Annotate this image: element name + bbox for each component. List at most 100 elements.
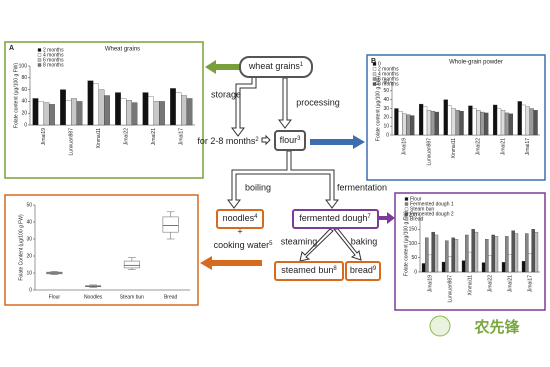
y-tick-label: 10 [383,123,389,129]
node-box [216,209,264,229]
label: for 2-8 months [197,136,256,146]
y-tick-label: 100 [409,241,418,247]
arrow-to-d [378,212,395,224]
node-box [345,261,381,281]
bar [468,251,472,273]
bar [505,236,509,273]
y-tick-label: 20 [21,111,27,117]
x-tick-label: Steam bun [120,294,144,300]
node-label: for 2-8 months2 [197,136,259,146]
y-tick-label: 60 [21,87,27,93]
bar [443,99,448,136]
legend-swatch [404,207,409,211]
ref: 9 [373,266,377,272]
ref: 8 [333,266,337,272]
y-tick-label: 40 [21,99,27,105]
bar [448,256,452,273]
legend-label: 4 months [43,52,64,58]
legend-swatch [372,72,377,76]
bar [434,234,439,273]
node-label: flour3 [280,135,302,145]
bar [472,108,477,136]
bar [514,233,519,273]
bar [120,98,127,126]
node-box [274,261,344,281]
y-tick-label: 50 [383,88,389,94]
bar [428,254,432,273]
bar [445,240,449,273]
bar [148,96,154,126]
bar [430,111,436,136]
bar [426,110,432,136]
arrow-months-flour [261,134,271,146]
panel-title: Whole-grain powder [449,60,503,66]
panel-title: Wheat grains [105,47,140,53]
y-tick-label: 20 [26,253,32,259]
bar [418,103,424,136]
bar [181,95,187,126]
bar [531,229,535,273]
ref: 5 [269,241,273,247]
legend-swatch [372,82,377,86]
x-tick-label: Jimai17 [179,128,185,145]
edge-label: baking [351,236,378,246]
bar [459,111,464,136]
legend-label: 2 months [378,66,399,72]
bar [451,237,455,273]
bar [476,110,481,136]
bar [38,101,44,126]
bar [528,253,532,273]
y-tick-label: 30 [26,236,32,242]
y-tick-label: 80 [21,75,27,81]
y-tick-label: 40 [26,219,32,225]
y-tick-label: 50 [26,202,32,208]
y-tick-label: 100 [19,63,28,69]
bar [43,102,50,126]
bar [480,111,485,136]
bar [500,110,506,136]
bar [406,114,411,136]
node-label: bread9 [350,265,377,275]
bar [398,111,403,136]
legend-swatch [404,217,409,221]
y-tick-label: 0 [29,287,32,293]
x-tick-label: Jimai22 [487,275,493,292]
legend-label: 8 months [378,81,399,87]
x-tick-label: Jimai19 [427,275,433,292]
label: bread [350,265,373,275]
edge-label: storage [211,89,241,99]
bar [511,230,515,273]
arrow-to-c [200,256,262,270]
legend-swatch [404,212,409,216]
legend-label: Bread [410,216,424,222]
arrow-steaming [299,228,334,262]
y-tick-label: 0 [24,122,27,128]
x-tick-label: Lunxuan987 [447,275,453,303]
bar [410,115,415,136]
edge-label: steaming [281,236,318,246]
box [162,216,179,233]
edge-label: boiling [245,182,271,192]
bar [434,111,440,136]
edge-label: processing [296,97,340,107]
legend-label: 8 months [43,62,64,68]
bar [170,88,176,126]
ref: 3 [297,136,301,142]
bar [87,80,94,126]
legend-label: Steam bun [410,206,434,212]
edge-label: fermentation [337,182,387,192]
label: wheat grains [248,61,301,71]
legend-swatch [37,58,42,62]
y-tick-label: 20 [383,115,389,121]
bar [485,239,489,273]
x-tick-label: Flour [49,294,61,300]
bar [488,255,492,273]
bar [425,237,429,273]
bar [175,92,182,126]
label: fermented dough [299,213,367,223]
bar [508,254,512,273]
y-tick-label: 0 [414,269,417,275]
bar [431,231,435,273]
legend-swatch [404,197,409,201]
x-tick-label: Jimai17 [527,275,533,292]
